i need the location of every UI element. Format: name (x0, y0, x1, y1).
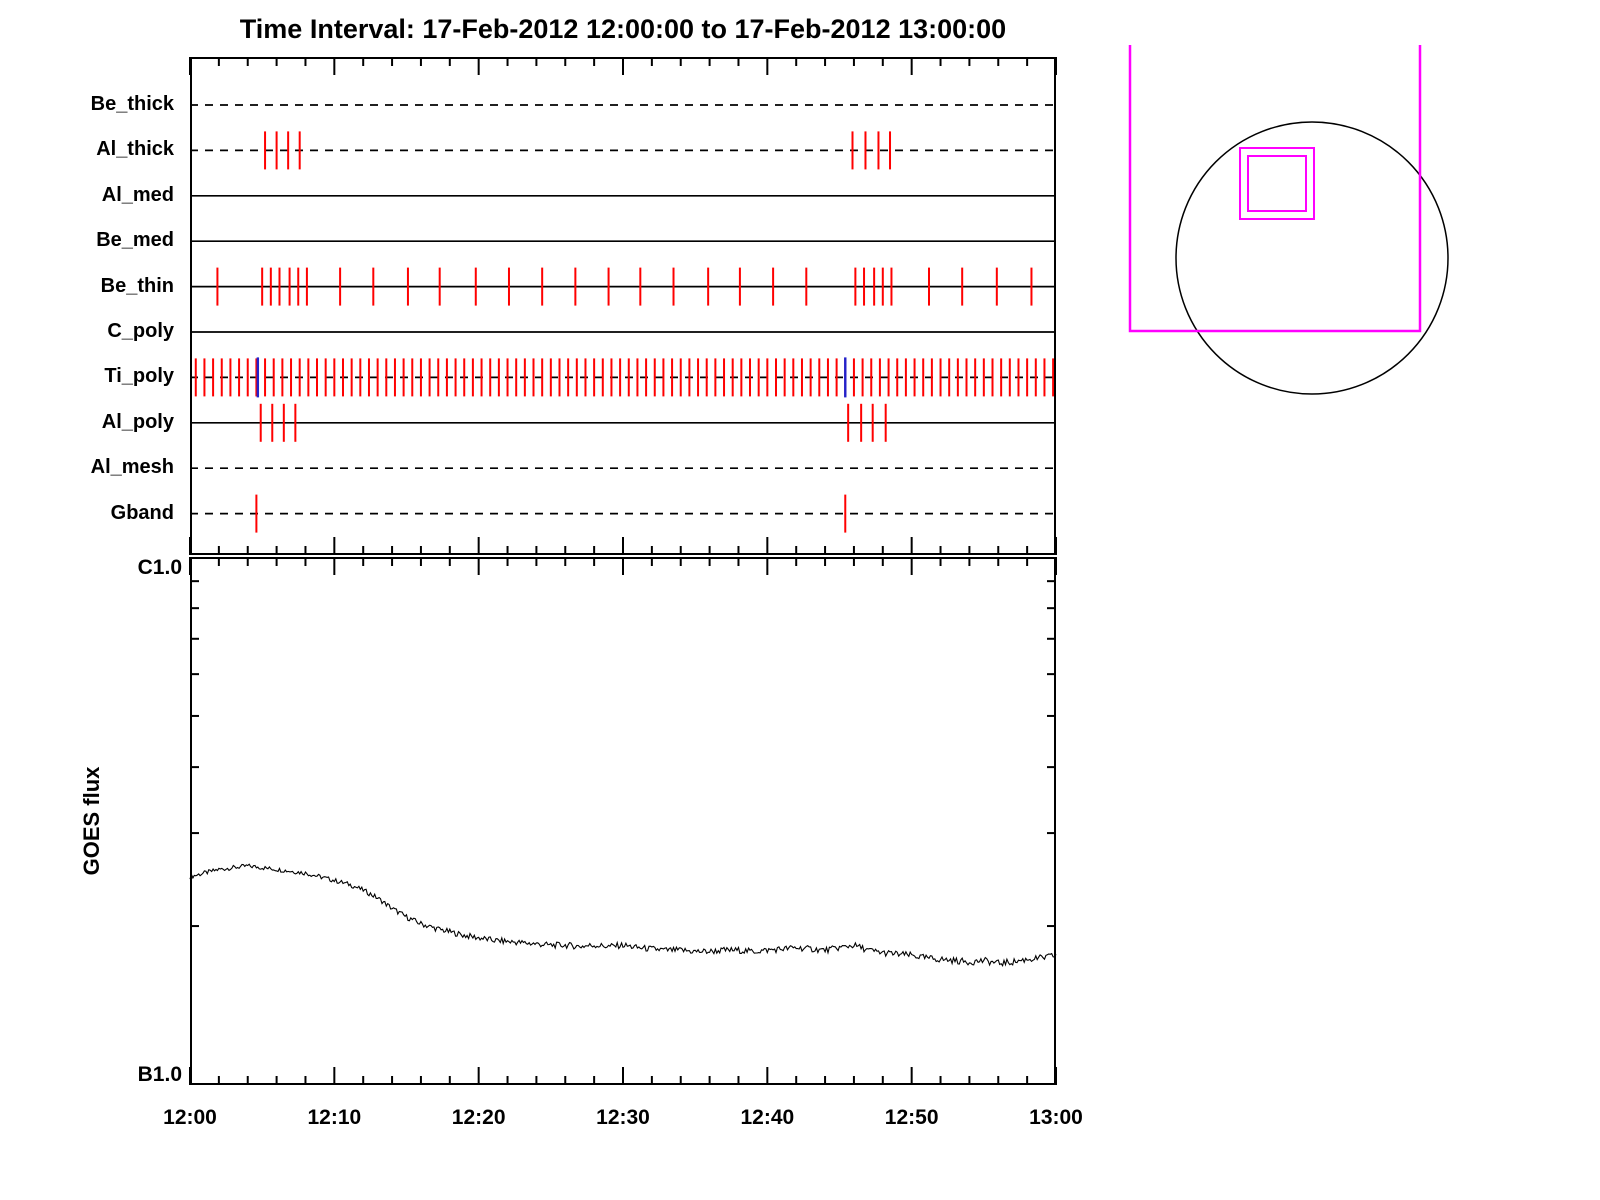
time-axis-label: 12:30 (596, 1106, 650, 1129)
target-region-box-inner (1247, 155, 1307, 212)
filter-row-label-Be_thin: Be_thin (100, 274, 174, 297)
goes-axis-top-label: C1.0 (137, 556, 182, 579)
timeline-frame (190, 57, 1056, 555)
filter-exposure-panel (189, 57, 1057, 555)
filter-row-label-Be_thick: Be_thick (90, 93, 174, 115)
goes-axis-bottom-label: B1.0 (137, 1063, 182, 1086)
filter-row-label-Al_med: Al_med (101, 183, 174, 206)
figure-title: Time Interval: 17-Feb-2012 12:00:00 to 1… (239, 14, 1007, 44)
goes-flux-curve (189, 863, 1057, 967)
goes-y-axis-title: GOES flux (79, 766, 104, 876)
filter-row-label-Gband: Gband (110, 501, 174, 524)
filter-row-label-Al_thick: Al_thick (96, 138, 174, 161)
filter-row-label-Al_poly: Al_poly (101, 410, 174, 433)
goes-frame (190, 557, 1056, 1085)
solar-limb-circle (1175, 121, 1449, 395)
fov-context-inset (1128, 45, 1449, 395)
time-axis-label: 12:10 (307, 1106, 362, 1129)
goes-flux-panel (189, 557, 1057, 1085)
instrument-fov-outline (1128, 45, 1422, 333)
target-region-box-outer (1239, 147, 1315, 220)
filter-row-label-Ti_poly: Ti_poly (104, 365, 174, 388)
time-axis-label: 13:00 (1029, 1106, 1083, 1129)
filter-row-label-Al_mesh: Al_mesh (90, 456, 174, 479)
time-axis-label: 12:50 (884, 1106, 939, 1129)
filter-row-label-C_poly: C_poly (107, 320, 174, 342)
filter-row-label-Be_med: Be_med (96, 229, 174, 252)
time-axis-label: 12:00 (163, 1106, 217, 1129)
time-axis-label: 12:20 (451, 1106, 506, 1129)
time-axis-label: 12:40 (740, 1106, 795, 1129)
filter-row-labels: Be_thick Al_thick Al_med Be_med Be_thin C_pol… (0, 57, 182, 555)
